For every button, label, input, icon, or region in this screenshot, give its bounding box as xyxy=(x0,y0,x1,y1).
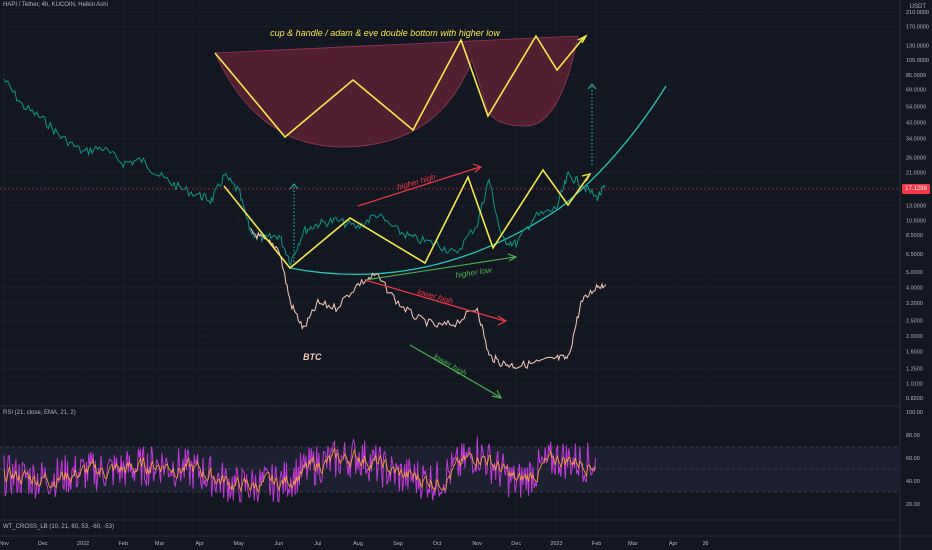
price-tick-label: 2.5000 xyxy=(906,318,923,324)
time-tick-label: Dec xyxy=(511,541,521,547)
symbol-header[interactable]: HAPI / Tether, 4h, KUCOIN, Heikin Ashi xyxy=(3,2,108,8)
time-tick-label: May xyxy=(234,541,245,547)
time-tick-label: 2023 xyxy=(550,541,562,547)
rsi-tick-label: 40.00 xyxy=(906,479,920,485)
price-tick-label: 34.0000 xyxy=(906,137,926,143)
chart-grid xyxy=(0,0,900,536)
hapi-price-line xyxy=(3,78,606,267)
btc-price-line xyxy=(249,227,607,370)
time-tick-label: Nov xyxy=(0,541,9,547)
price-tick-label: 0.8200 xyxy=(906,396,923,402)
rsi-axis-ticks: 100.00 80.00 60.00 40.00 20.00 xyxy=(906,410,923,508)
price-tick-label: 210.0000 xyxy=(906,10,929,16)
lower-high-arrow-bottom xyxy=(409,344,503,399)
price-tick-label: 26.0000 xyxy=(906,155,926,161)
price-tick-label: 43.0000 xyxy=(906,120,926,126)
rsi-tick-label: 100.00 xyxy=(906,410,923,416)
price-zigzag xyxy=(223,168,591,270)
cup-curve xyxy=(289,85,667,276)
zigzag-arrowhead xyxy=(577,34,588,44)
price-tick-label: 5.0000 xyxy=(906,270,923,276)
double-bottom-zigzag xyxy=(214,34,586,139)
price-zigzag-arrowhead xyxy=(581,172,592,182)
price-tick-label: 54.0000 xyxy=(906,105,926,111)
time-tick-label: Dec xyxy=(38,541,48,547)
time-tick-label: Jun xyxy=(274,541,283,547)
price-tick-label: 1.2500 xyxy=(906,367,923,373)
price-tick-label: 1.6000 xyxy=(906,349,923,355)
price-tick-label: 1.0100 xyxy=(906,381,923,387)
higher-high-arrow xyxy=(357,163,483,207)
time-tick-label: Feb xyxy=(119,541,128,547)
price-tick-label: 130.0000 xyxy=(906,43,929,49)
time-tick-label: Apr xyxy=(669,541,678,547)
time-tick-label: Sep xyxy=(393,541,403,547)
currency-label: USDT xyxy=(909,4,926,10)
time-tick-label: Jul xyxy=(314,541,321,547)
price-tick-label: 85.0000 xyxy=(906,73,926,79)
cup-handle-pattern xyxy=(214,34,588,148)
price-tick-label: 10.5000 xyxy=(906,219,926,225)
time-tick-label: 2022 xyxy=(77,541,89,547)
price-tick-label: 6.5000 xyxy=(906,252,923,258)
projection-arrowhead-left xyxy=(289,183,299,190)
projection-arrows xyxy=(289,83,597,262)
price-tick-label: 3.2000 xyxy=(906,301,923,307)
price-tick-label: 2.0000 xyxy=(906,334,923,340)
rsi-tick-label: 80.00 xyxy=(906,433,920,439)
price-tick-label: 170.0000 xyxy=(906,25,929,31)
time-axis-ticks: Nov Dec 2022 Feb Mar Apr May Jun Jul Aug Sep Oct Nov… xyxy=(0,541,709,547)
rsi-tick-label: 60.00 xyxy=(906,456,920,462)
pattern-title: cup & handle / adam & eve double bottom … xyxy=(270,28,500,38)
price-tick-label: 8.5000 xyxy=(906,233,923,239)
price-tick-label: 13.0000 xyxy=(906,204,926,210)
time-tick-label: 26 xyxy=(702,541,708,547)
time-tick-label: Aug xyxy=(353,541,363,547)
time-tick-label: Mar xyxy=(155,541,165,547)
higher-low-arrow xyxy=(364,253,518,281)
time-tick-label: Apr xyxy=(196,541,205,547)
time-tick-label: Oct xyxy=(433,541,442,547)
rsi-tick-label: 20.00 xyxy=(906,502,920,508)
rsi-signal-line xyxy=(3,446,596,494)
price-tick-label: 105.0000 xyxy=(906,58,929,64)
time-tick-label: Feb xyxy=(592,541,601,547)
last-price-tag: 17.1298 xyxy=(902,184,930,194)
lower-high-arrow-top xyxy=(364,279,508,326)
price-tick-label: 21.0000 xyxy=(906,170,926,176)
price-tick-label: 4.0000 xyxy=(906,286,923,292)
price-tick-label: 69.0000 xyxy=(906,87,926,93)
projection-arrowhead-right xyxy=(587,83,597,90)
wt-indicator-label[interactable]: WT_CROSS_LB (10, 21, 60, 53, -60, -53) xyxy=(3,524,115,530)
btc-label: BTC xyxy=(303,352,322,362)
rsi-indicator-label[interactable]: RSI (21, close, EMA, 21, 2) xyxy=(3,410,76,416)
time-tick-label: Mar xyxy=(628,541,638,547)
time-tick-label: Nov xyxy=(472,541,482,547)
